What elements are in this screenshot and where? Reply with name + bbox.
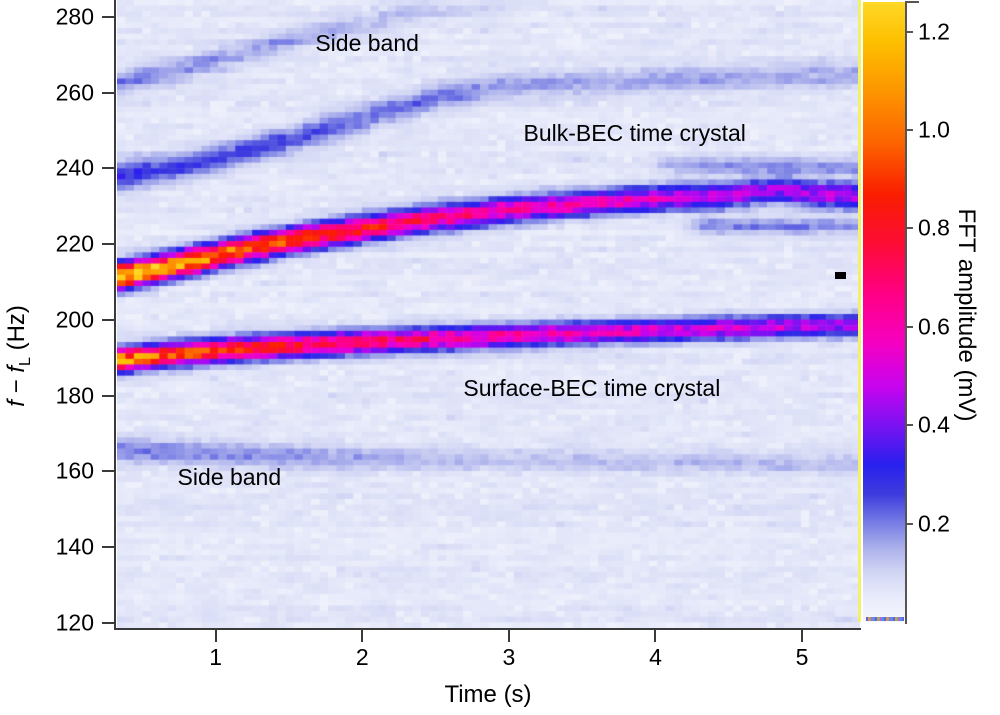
y-tick xyxy=(102,318,115,321)
x-tick xyxy=(361,629,364,642)
x-tick-label: 3 xyxy=(502,644,516,670)
bulk-bec-label: Bulk-BEC time crystal xyxy=(523,119,746,146)
y-tick xyxy=(102,621,115,624)
colorbar-tick-label: 1.0 xyxy=(918,116,950,143)
y-axis-title: f − fL (Hz) xyxy=(3,305,35,407)
y-tick-label: 240 xyxy=(55,154,94,181)
colorbar-tick-label: 1.2 xyxy=(918,18,950,45)
x-tick xyxy=(801,629,804,642)
y-tick-label: 180 xyxy=(55,382,94,409)
colorbar-tick-label: 0.4 xyxy=(918,411,950,438)
y-axis-title-unit: (Hz) xyxy=(3,305,31,358)
colorbar xyxy=(863,2,905,622)
x-axis-line xyxy=(114,628,861,630)
x-tick-label: 1 xyxy=(209,644,223,670)
colorbar-bottom-artifact xyxy=(866,617,904,621)
x-tick xyxy=(507,629,510,642)
y-tick xyxy=(102,545,115,548)
colorbar-tick xyxy=(905,227,913,230)
y-axis-title-sub: L xyxy=(16,357,34,366)
surface-bec-label: Surface-BEC time crystal xyxy=(463,375,721,402)
colorbar-tick-label: 0.6 xyxy=(918,313,950,340)
spectrogram-heatmap xyxy=(117,0,860,628)
y-tick-label: 280 xyxy=(55,3,94,30)
y-tick xyxy=(102,470,115,473)
y-tick xyxy=(102,167,115,170)
x-tick-label: 4 xyxy=(649,644,662,670)
y-axis-title-f: f xyxy=(3,400,31,407)
colorbar-title: FFT amplitude (mV) xyxy=(953,208,980,422)
side-band-top: Side band xyxy=(315,29,419,56)
y-tick-label: 120 xyxy=(55,609,94,636)
y-axis-title-minus: − xyxy=(3,372,31,401)
y-tick-label: 160 xyxy=(55,457,94,484)
side-band-bottom: Side band xyxy=(177,464,282,491)
colorbar-tick-label: 0.2 xyxy=(918,510,950,537)
y-tick xyxy=(102,91,115,94)
colorbar-tick-label: 0.8 xyxy=(918,214,950,241)
y-tick-label: 260 xyxy=(55,79,94,106)
y-tick xyxy=(102,16,115,19)
x-tick xyxy=(654,629,657,642)
colorbar-tick xyxy=(905,424,913,427)
colorbar-tick xyxy=(905,128,913,131)
y-tick xyxy=(102,243,115,246)
y-tick-label: 140 xyxy=(55,533,94,560)
x-axis-title: Time (s) xyxy=(444,681,532,708)
y-tick-label: 200 xyxy=(55,306,94,333)
x-tick-label: 5 xyxy=(795,644,809,670)
y-axis-title-fL: f xyxy=(3,365,31,373)
y-tick-label: 220 xyxy=(55,230,94,257)
drive-frequency-marker xyxy=(834,272,846,280)
colorbar-tick xyxy=(905,30,913,33)
colorbar-frame xyxy=(905,1,907,624)
colorbar-end-tick xyxy=(905,1,919,3)
x-tick xyxy=(214,629,217,642)
y-axis-line xyxy=(114,0,116,629)
x-tick-label: 2 xyxy=(355,644,369,670)
plot-right-edge-artifact xyxy=(858,0,861,622)
colorbar-tick xyxy=(905,522,913,525)
colorbar-tick xyxy=(905,325,913,328)
y-tick xyxy=(102,394,115,397)
